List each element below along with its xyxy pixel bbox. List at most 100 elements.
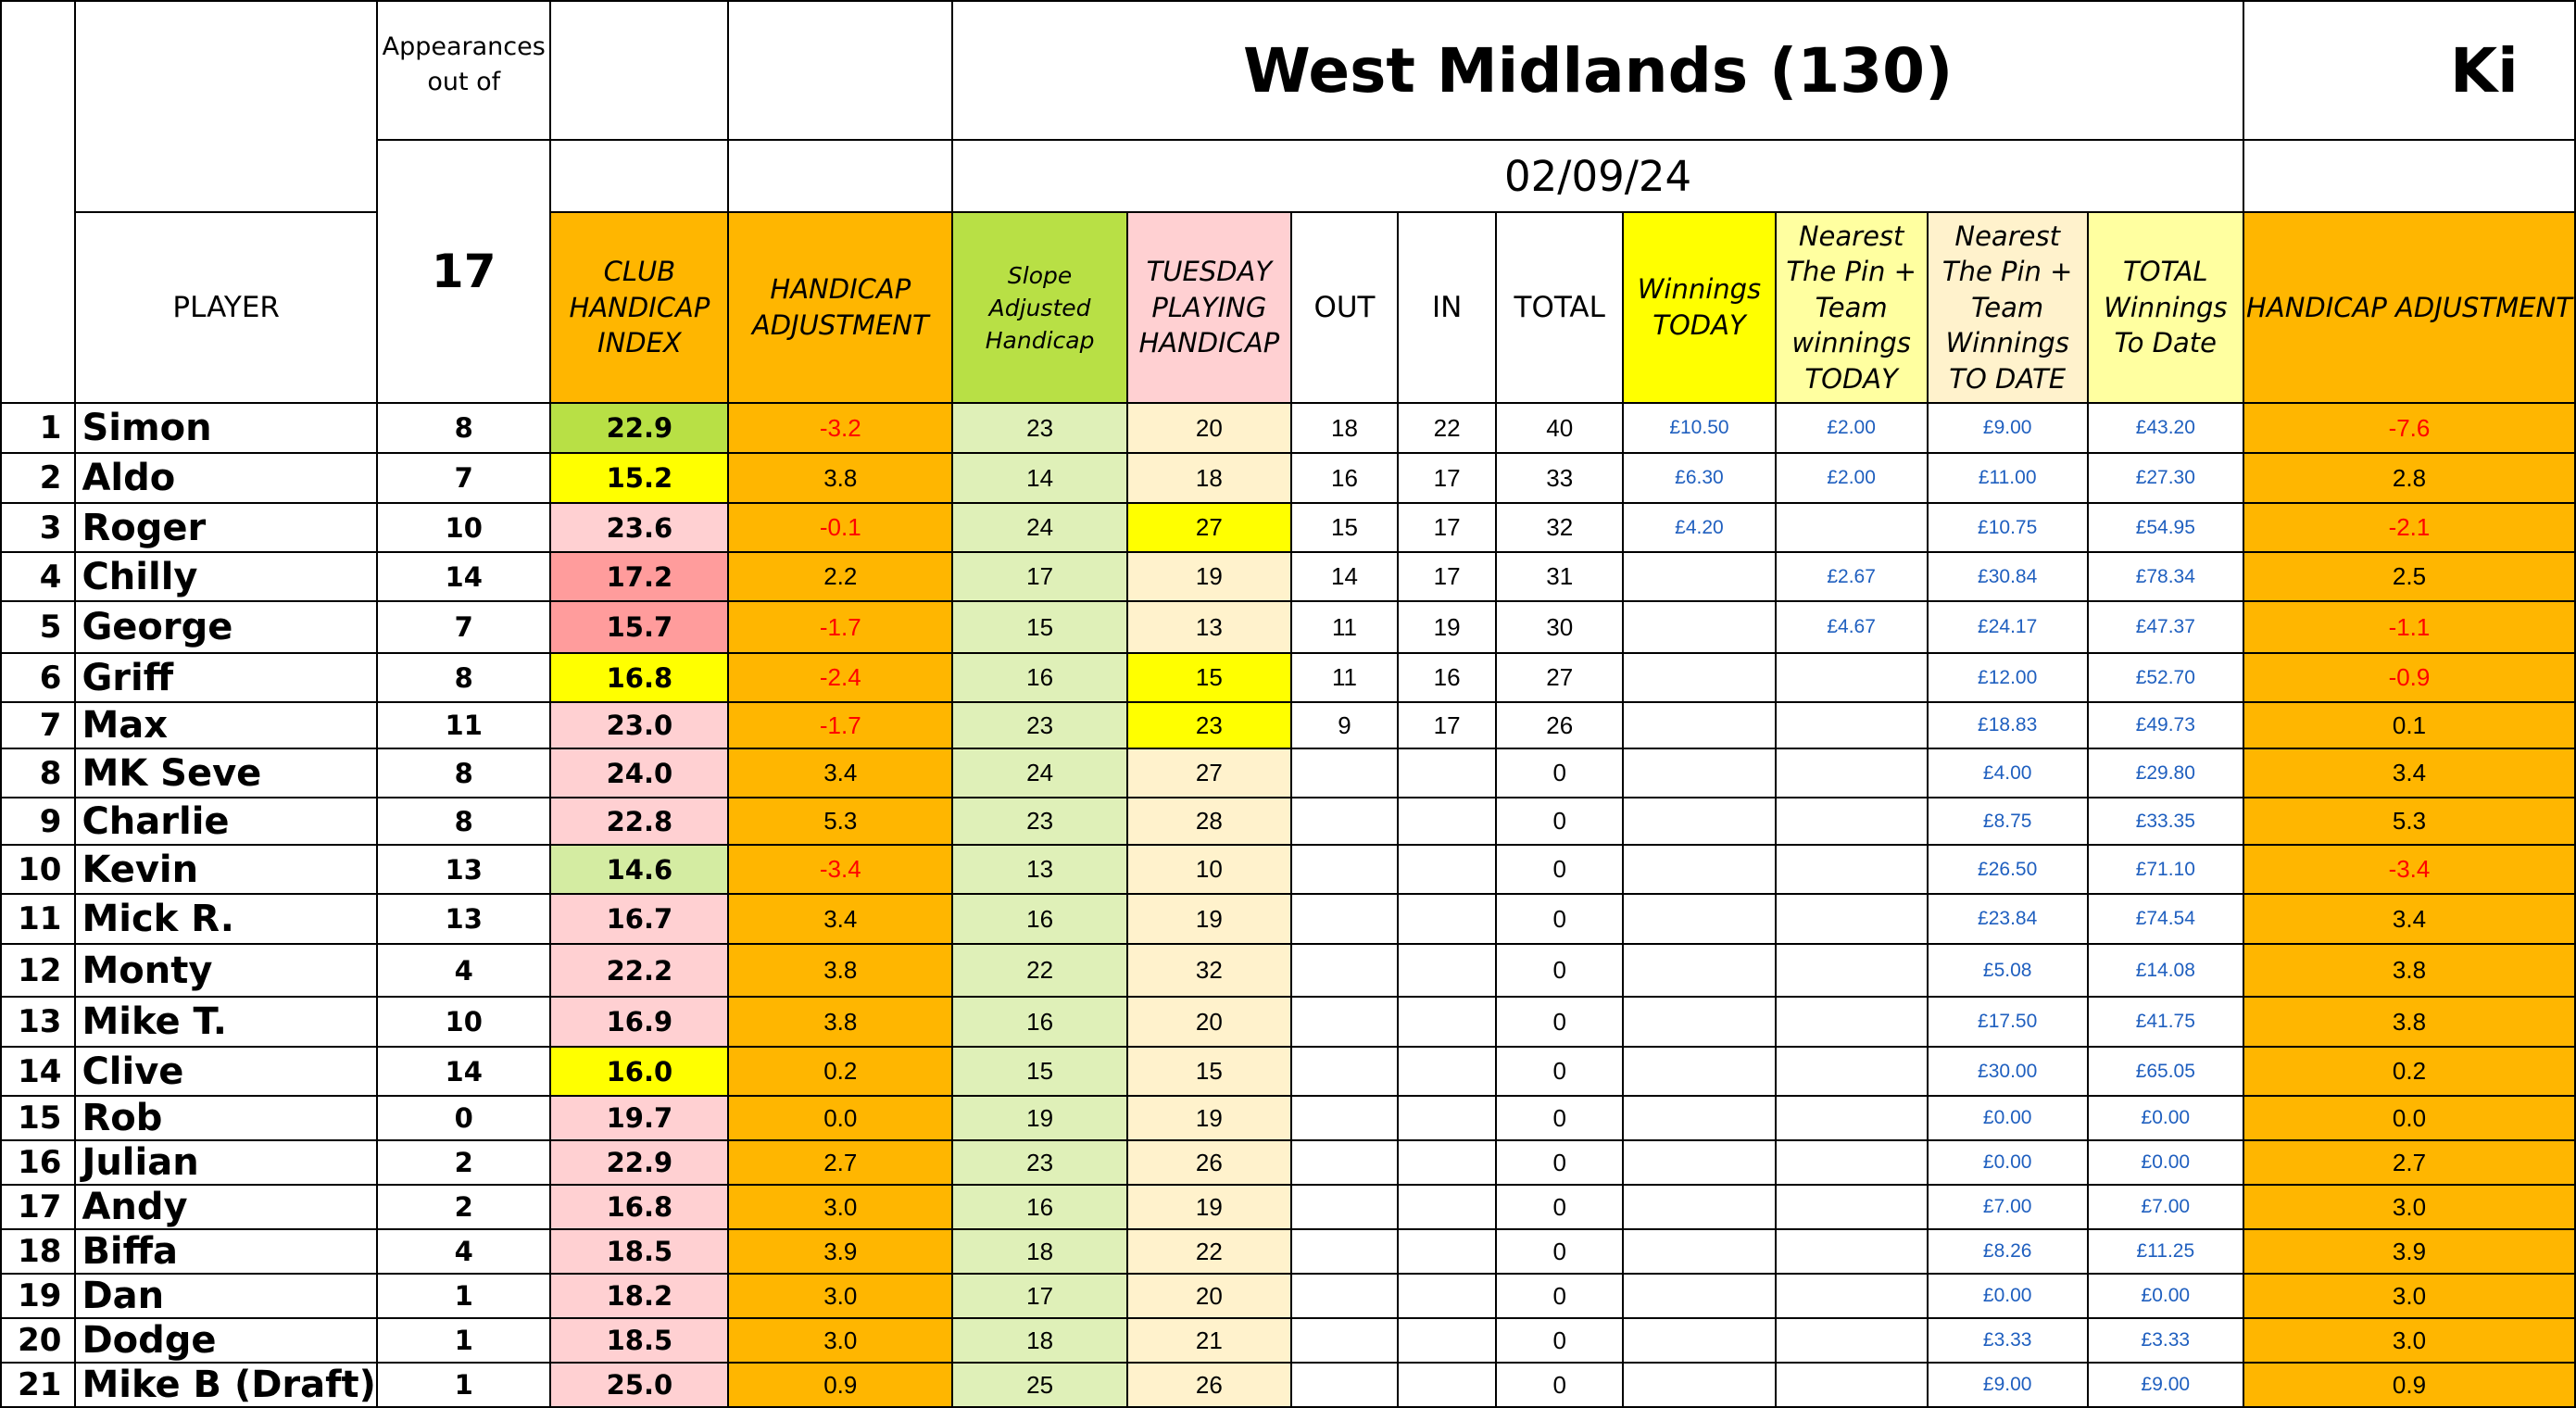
- tuesday-playing-handicap-cell[interactable]: 10: [1125, 844, 1292, 895]
- player-name-cell[interactable]: Andy: [74, 1184, 378, 1230]
- handicap-adjustment-next-cell[interactable]: 3.0: [2242, 1184, 2576, 1230]
- tuesday-playing-handicap-cell[interactable]: 32: [1125, 943, 1292, 998]
- total-score-cell[interactable]: 0: [1495, 893, 1625, 945]
- tuesday-playing-handicap-cell[interactable]: 23: [1125, 701, 1292, 749]
- player-name-cell[interactable]: Mike T.: [74, 996, 378, 1048]
- slope-adjusted-handicap-cell[interactable]: 15: [951, 1046, 1128, 1097]
- ntp-team-to-date-cell[interactable]: £0.00: [1926, 1139, 2089, 1186]
- total-winnings-to-date-cell[interactable]: £7.00: [2086, 1184, 2244, 1230]
- player-name-cell[interactable]: Chilly: [74, 551, 378, 602]
- in-score-cell[interactable]: [1397, 893, 1498, 945]
- row-number-cell[interactable]: 10: [0, 844, 77, 895]
- slope-adjusted-handicap-cell[interactable]: 23: [951, 797, 1128, 846]
- handicap-adjustment-next-cell[interactable]: 0.2: [2242, 1046, 2576, 1097]
- appearances-cell[interactable]: 7: [375, 600, 552, 654]
- winnings-today-cell[interactable]: [1622, 893, 1777, 945]
- handicap-adjustment-next-cell[interactable]: 2.5: [2242, 551, 2576, 602]
- club-handicap-index-cell[interactable]: 18.2: [549, 1273, 730, 1319]
- out-score-cell[interactable]: 11: [1289, 652, 1400, 703]
- row-number-cell[interactable]: 19: [0, 1273, 77, 1319]
- winnings-today-cell[interactable]: [1622, 701, 1777, 749]
- ntp-team-to-date-cell[interactable]: £5.08: [1926, 943, 2089, 998]
- ntp-team-to-date-cell[interactable]: £30.00: [1926, 1046, 2089, 1097]
- winnings-today-cell[interactable]: [1622, 844, 1777, 895]
- player-name-cell[interactable]: Rob: [74, 1095, 378, 1141]
- total-winnings-to-date-cell[interactable]: £0.00: [2086, 1139, 2244, 1186]
- out-score-cell[interactable]: [1289, 996, 1400, 1048]
- handicap-adjustment-cell[interactable]: 3.8: [727, 943, 954, 998]
- club-handicap-index-cell[interactable]: 15.2: [549, 452, 730, 504]
- total-winnings-to-date-cell[interactable]: £11.25: [2086, 1228, 2244, 1275]
- player-name-cell[interactable]: Aldo: [74, 452, 378, 504]
- ntp-team-today-cell[interactable]: £2.00: [1774, 452, 1929, 504]
- winnings-today-cell[interactable]: £4.20: [1622, 502, 1777, 553]
- total-score-cell[interactable]: 0: [1495, 1228, 1625, 1275]
- row-number-cell[interactable]: 12: [0, 943, 77, 998]
- row-number-cell[interactable]: 8: [0, 748, 77, 798]
- ntp-team-today-cell[interactable]: [1774, 943, 1929, 998]
- in-score-cell[interactable]: [1397, 1139, 1498, 1186]
- slope-adjusted-handicap-cell[interactable]: 13: [951, 844, 1128, 895]
- tuesday-playing-handicap-cell[interactable]: 27: [1125, 748, 1292, 798]
- handicap-adjustment-cell[interactable]: 3.0: [727, 1317, 954, 1364]
- handicap-adjustment-cell[interactable]: 2.7: [727, 1139, 954, 1186]
- winnings-today-cell[interactable]: [1622, 1139, 1777, 1186]
- ntp-team-to-date-cell[interactable]: £23.84: [1926, 893, 2089, 945]
- winnings-today-cell[interactable]: [1622, 652, 1777, 703]
- appearances-cell[interactable]: 8: [375, 402, 552, 454]
- handicap-adjustment-cell[interactable]: 0.0: [727, 1095, 954, 1141]
- in-score-cell[interactable]: [1397, 1273, 1498, 1319]
- total-score-cell[interactable]: 0: [1495, 1095, 1625, 1141]
- total-score-cell[interactable]: 0: [1495, 748, 1625, 798]
- player-name-cell[interactable]: Roger: [74, 502, 378, 553]
- total-score-cell[interactable]: 31: [1495, 551, 1625, 602]
- ntp-team-today-cell[interactable]: [1774, 1317, 1929, 1364]
- winnings-today-cell[interactable]: [1622, 1095, 1777, 1141]
- out-score-cell[interactable]: [1289, 1273, 1400, 1319]
- out-score-cell[interactable]: [1289, 1095, 1400, 1141]
- handicap-adjustment-cell[interactable]: -3.4: [727, 844, 954, 895]
- slope-adjusted-handicap-cell[interactable]: 15: [951, 600, 1128, 654]
- ntp-team-today-cell[interactable]: [1774, 652, 1929, 703]
- appearances-cell[interactable]: 8: [375, 652, 552, 703]
- winnings-today-cell[interactable]: [1622, 600, 1777, 654]
- ntp-team-to-date-cell[interactable]: £0.00: [1926, 1095, 2089, 1141]
- slope-adjusted-handicap-cell[interactable]: 16: [951, 996, 1128, 1048]
- club-handicap-index-cell[interactable]: 15.7: [549, 600, 730, 654]
- row-number-cell[interactable]: 3: [0, 502, 77, 553]
- out-score-cell[interactable]: [1289, 1046, 1400, 1097]
- slope-adjusted-handicap-cell[interactable]: 23: [951, 701, 1128, 749]
- appearances-cell[interactable]: 4: [375, 943, 552, 998]
- total-winnings-to-date-cell[interactable]: £41.75: [2086, 996, 2244, 1048]
- slope-adjusted-handicap-cell[interactable]: 23: [951, 1139, 1128, 1186]
- club-handicap-index-cell[interactable]: 16.8: [549, 652, 730, 703]
- club-handicap-index-cell[interactable]: 16.9: [549, 996, 730, 1048]
- winnings-today-cell[interactable]: £6.30: [1622, 452, 1777, 504]
- in-score-cell[interactable]: 17: [1397, 452, 1498, 504]
- club-handicap-index-cell[interactable]: 16.0: [549, 1046, 730, 1097]
- handicap-adjustment-next-cell[interactable]: -0.9: [2242, 652, 2576, 703]
- in-score-cell[interactable]: [1397, 1317, 1498, 1364]
- club-handicap-index-cell[interactable]: 23.6: [549, 502, 730, 553]
- ntp-team-today-cell[interactable]: [1774, 748, 1929, 798]
- handicap-adjustment-next-cell[interactable]: 2.7: [2242, 1139, 2576, 1186]
- in-score-cell[interactable]: 19: [1397, 600, 1498, 654]
- total-score-cell[interactable]: 27: [1495, 652, 1625, 703]
- player-name-cell[interactable]: Monty: [74, 943, 378, 998]
- handicap-adjustment-next-cell[interactable]: 3.9: [2242, 1228, 2576, 1275]
- tuesday-playing-handicap-cell[interactable]: 19: [1125, 1184, 1292, 1230]
- in-score-cell[interactable]: 17: [1397, 502, 1498, 553]
- appearances-cell[interactable]: 10: [375, 996, 552, 1048]
- in-score-cell[interactable]: 17: [1397, 551, 1498, 602]
- player-name-cell[interactable]: Mike B (Draft): [74, 1362, 378, 1408]
- total-score-cell[interactable]: 33: [1495, 452, 1625, 504]
- handicap-adjustment-cell[interactable]: 3.0: [727, 1184, 954, 1230]
- out-score-cell[interactable]: [1289, 1228, 1400, 1275]
- ntp-team-today-cell[interactable]: [1774, 1095, 1929, 1141]
- appearances-cell[interactable]: 8: [375, 797, 552, 846]
- handicap-adjustment-cell[interactable]: 3.9: [727, 1228, 954, 1275]
- slope-adjusted-handicap-cell[interactable]: 16: [951, 893, 1128, 945]
- handicap-adjustment-next-cell[interactable]: 5.3: [2242, 797, 2576, 846]
- winnings-today-cell[interactable]: [1622, 996, 1777, 1048]
- ntp-team-today-cell[interactable]: [1774, 1228, 1929, 1275]
